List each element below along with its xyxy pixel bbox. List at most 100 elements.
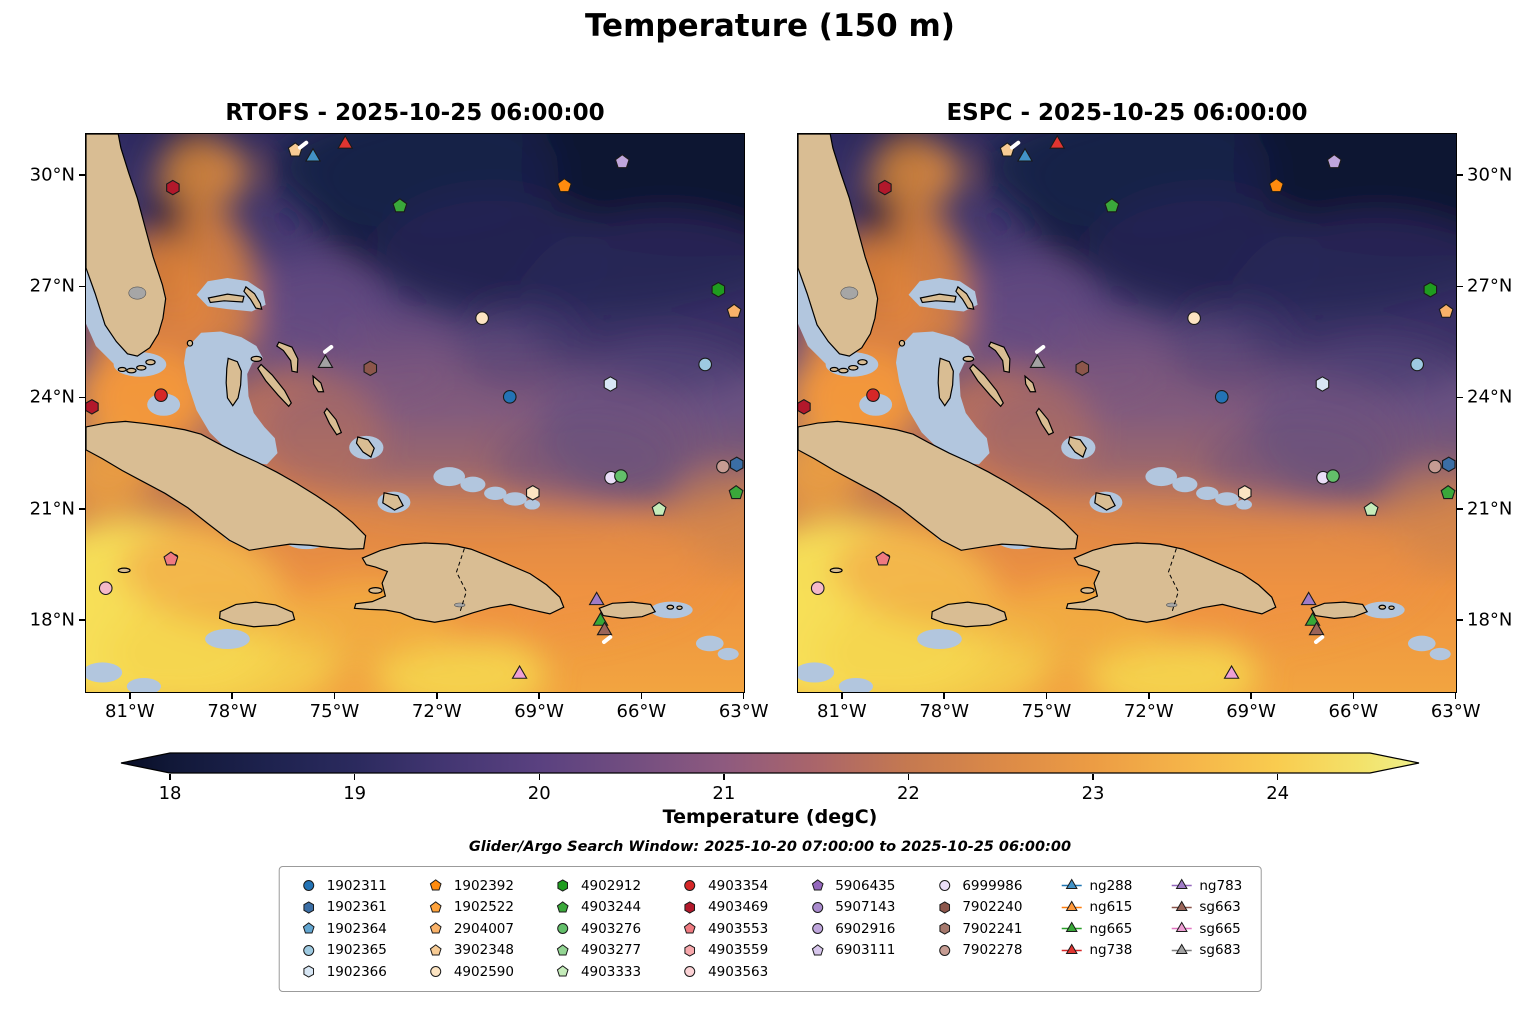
observation-marker [1423, 281, 1438, 298]
florida-keys [838, 367, 849, 374]
lake-okeechobee [128, 286, 147, 300]
observation-marker [86, 399, 99, 415]
observation-marker [1441, 456, 1456, 473]
legend-label: 1902392 [453, 877, 514, 894]
x-tick-label: 78°W [207, 701, 258, 722]
legend-item: 1902365 [298, 940, 387, 962]
x-tick-label: 81°W [105, 701, 155, 722]
y-tick-label: 27°N [29, 275, 75, 297]
float-marker-icon [429, 944, 442, 956]
float-marker-icon [811, 944, 824, 956]
legend-label: 1902364 [326, 920, 387, 937]
legend-item: 4903563 [679, 961, 768, 983]
x-tick-mark [1352, 693, 1355, 699]
colorbar-bar [120, 752, 1420, 774]
legend-item: 1902361 [298, 897, 387, 919]
legend-column: ng783 sg663 sg665 sg683 [1170, 875, 1242, 983]
panel-title-espc: ESPC - 2025-10-25 06:00:00 [946, 100, 1308, 126]
legend-column: 5906435 5907143 6902916 6903111 [806, 875, 895, 983]
legend-label: 4902590 [453, 963, 514, 980]
turks-bank [1172, 476, 1198, 493]
florida-keys [857, 359, 868, 366]
legend-item: 5907143 [806, 897, 895, 919]
glider-track-segment [323, 344, 334, 354]
legend-item: 1902522 [425, 897, 514, 919]
florida-keys [848, 364, 859, 371]
exuma-chain [969, 363, 1004, 408]
legend-item: 1902311 [298, 875, 387, 897]
glider-marker-ng288 [304, 147, 322, 162]
legend-item: 4902912 [552, 875, 641, 897]
observation-marker [502, 389, 517, 404]
x-tick-label: 75°W [309, 701, 360, 722]
glider-track-segment [1010, 140, 1021, 150]
long-island [323, 407, 343, 436]
float-marker-icon [303, 965, 315, 978]
float-marker-icon [429, 901, 442, 913]
legend-item: 4903553 [679, 918, 768, 940]
cuba [798, 420, 1079, 551]
legend-item: ng665 [1060, 918, 1132, 940]
map-panel-rtofs [85, 133, 745, 693]
haiti-dr-border [455, 548, 467, 613]
legend-column: 4902912 4903244 4903276 4903277 4903333 [552, 875, 641, 983]
observation-marker [1075, 360, 1090, 377]
crooked-acklins [355, 436, 375, 458]
crooked-acklins [1067, 436, 1087, 458]
y-tick-mark [1457, 174, 1463, 176]
float-marker-icon [429, 922, 442, 934]
virgin-islands-shelf [1362, 601, 1405, 619]
legend-item: ng288 [1060, 875, 1132, 897]
florida [86, 134, 167, 357]
float-marker-icon [303, 901, 315, 914]
colorbar-tick-label: 23 [1081, 783, 1105, 804]
legend-label: ng738 [1089, 942, 1133, 959]
legend-item: 7902240 [933, 897, 1022, 919]
sg665-marker-icon [1171, 921, 1192, 933]
sg683-marker-icon [1171, 943, 1192, 954]
observation-marker [1326, 469, 1340, 483]
observation-marker [556, 178, 572, 193]
cat-island [1024, 374, 1037, 393]
x-tick-mark [1148, 693, 1150, 699]
temperature-field-svg [86, 134, 744, 692]
andros [225, 357, 242, 407]
float-marker-icon [303, 944, 315, 956]
grand-bahama [207, 293, 245, 304]
gonave [1080, 587, 1095, 594]
observation-marker [166, 179, 180, 196]
legend-label: 6902916 [835, 920, 896, 937]
float-marker-icon [811, 923, 823, 935]
long-island [1035, 407, 1055, 436]
observation-marker [651, 501, 667, 516]
observation-marker [878, 179, 892, 196]
x-tick-mark [129, 693, 131, 699]
colorbar-tick-label: 24 [1266, 783, 1290, 804]
great-inagua [382, 492, 404, 511]
legend-label: 4903469 [708, 899, 769, 916]
legend-item: 5906435 [806, 875, 895, 897]
observation-marker [1440, 484, 1456, 500]
legend-label: 4902912 [580, 877, 642, 894]
ng783-marker-icon [1171, 878, 1192, 890]
legend-column: 1902311 1902361 1902364 1902365 1902366 [298, 875, 387, 983]
legend-label: 4903277 [580, 942, 642, 959]
navidad-bank [524, 499, 541, 510]
y-tick-label: 21°N [1467, 498, 1513, 520]
observation-marker [716, 459, 730, 474]
observation-marker [1238, 485, 1252, 501]
florida-keys [126, 367, 137, 374]
glider-marker-sg665 [511, 664, 528, 679]
legend-item: 4903469 [679, 897, 768, 919]
virgin-islands-shelf [650, 601, 693, 619]
legend-item: 2904007 [425, 918, 514, 940]
glider-track-segment [298, 140, 309, 150]
float-marker-icon [684, 966, 696, 978]
legend-label: 5907143 [835, 899, 896, 916]
legend-label: sg663 [1199, 899, 1241, 916]
saba-bank [695, 635, 724, 652]
hispaniola [353, 542, 565, 623]
legend-item: sg665 [1170, 918, 1242, 940]
florida-keys [136, 364, 147, 371]
